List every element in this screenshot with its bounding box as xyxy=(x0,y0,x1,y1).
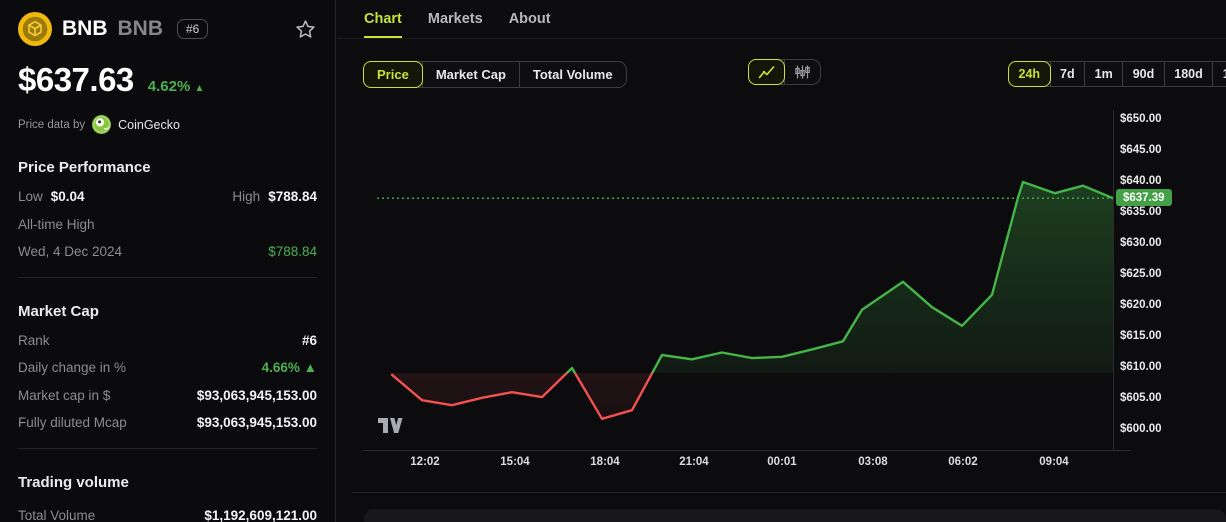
y-axis-tick: $610.00 xyxy=(1120,361,1162,373)
chart-style-toggle xyxy=(748,59,821,85)
main-tabs: Chart Markets About xyxy=(364,11,551,38)
y-axis-tick: $615.00 xyxy=(1120,330,1162,342)
high-value: $788.84 xyxy=(268,189,317,204)
coin-header: BNB BNB #6 xyxy=(18,12,317,46)
row-label: Daily change in % xyxy=(18,360,127,375)
ath-label-row: All-time High xyxy=(18,216,317,232)
x-axis-tick: 09:04 xyxy=(1039,456,1069,468)
range-90d-button[interactable]: 90d xyxy=(1122,62,1164,86)
coin-ticker: BNB xyxy=(117,17,164,40)
row-value: #6 xyxy=(301,332,317,348)
row-value: $93,063,945,153.00 xyxy=(196,387,317,403)
coingecko-icon xyxy=(92,115,112,134)
y-axis-tick: $620.00 xyxy=(1120,299,1162,311)
y-axis-tick: $630.00 xyxy=(1120,237,1162,249)
y-axis-tick: $600.00 xyxy=(1120,423,1162,435)
attribution: Price data by CoinGecko xyxy=(18,115,317,134)
row-value: 4.66% ▲ xyxy=(261,360,317,375)
favorite-star-icon[interactable] xyxy=(294,18,317,41)
section-divider xyxy=(352,492,1226,493)
ath-value-row: Wed, 4 Dec 2024 $788.84 xyxy=(18,245,317,259)
time-axis-line xyxy=(363,450,1131,451)
x-axis-tick: 00:01 xyxy=(767,456,797,468)
low-label: Low xyxy=(18,189,43,204)
x-axis-tick: 15:04 xyxy=(500,456,530,468)
x-axis-tick: 12:02 xyxy=(410,456,440,468)
range-180d-button[interactable]: 180d xyxy=(1163,62,1213,86)
row-value: $1,192,609,121.00 xyxy=(204,507,317,522)
range-7d-button[interactable]: 7d xyxy=(1049,62,1085,86)
metric-marketcap-button[interactable]: Market Cap xyxy=(421,62,519,87)
table-row: Market cap in $ $93,063,945,153.00 xyxy=(18,387,317,403)
section-title-market-cap: Market Cap xyxy=(18,302,99,320)
price-row: $637.63 4.62% ▲ xyxy=(18,61,317,99)
rank-badge: #6 xyxy=(177,19,209,39)
y-axis-tick: $635.00 xyxy=(1120,206,1162,218)
x-axis-tick: 21:04 xyxy=(679,456,709,468)
attribution-brand[interactable]: CoinGecko xyxy=(118,117,180,132)
y-axis-tick: $625.00 xyxy=(1120,268,1162,280)
low-high-row: Low $0.04 High $788.84 xyxy=(18,190,317,204)
table-row: Rank #6 xyxy=(18,332,317,348)
x-axis-tick: 06:02 xyxy=(948,456,978,468)
table-row: Daily change in % 4.66% ▲ xyxy=(18,361,317,375)
ath-label: All-time High xyxy=(18,216,95,232)
current-price-badge: $637.39 xyxy=(1116,189,1172,207)
coin-name: BNB xyxy=(62,17,108,40)
table-row: Fully diluted Mcap $93,063,945,153.00 xyxy=(18,416,317,430)
tabs-underline xyxy=(337,38,1226,39)
range-1m-button[interactable]: 1m xyxy=(1084,62,1122,86)
ath-price: $788.84 xyxy=(268,244,317,259)
tab-chart[interactable]: Chart xyxy=(364,11,402,38)
price-chart[interactable] xyxy=(375,105,1113,450)
attribution-prefix: Price data by xyxy=(18,118,86,131)
row-label: Market cap in $ xyxy=(18,387,111,403)
coin-sidebar: BNB BNB #6 $637.63 4.62% ▲ Price data by xyxy=(0,0,336,522)
metric-price-button[interactable]: Price xyxy=(363,61,423,88)
tab-markets[interactable]: Markets xyxy=(427,11,483,27)
price-change-24h: 4.62% ▲ xyxy=(147,78,205,95)
row-label: Fully diluted Mcap xyxy=(18,415,127,430)
tradingview-logo[interactable] xyxy=(377,417,403,439)
bnb-coin-icon xyxy=(18,12,52,46)
row-label: Rank xyxy=(18,332,50,348)
y-axis-tick: $645.00 xyxy=(1120,144,1162,156)
metric-toggle: Price Market Cap Total Volume xyxy=(363,61,627,88)
section-title-price-performance: Price Performance xyxy=(18,159,151,176)
range-toggle: 24h 7d 1m 90d 180d 1y all xyxy=(1008,61,1226,87)
x-axis-tick: 03:08 xyxy=(858,456,888,468)
candlestick-icon[interactable] xyxy=(784,60,820,84)
row-label: Total Volume xyxy=(18,507,96,522)
y-axis-tick: $640.00 xyxy=(1120,175,1162,187)
x-axis-tick: 18:04 xyxy=(590,456,620,468)
range-1y-button[interactable]: 1y xyxy=(1212,62,1226,86)
y-axis-tick: $650.00 xyxy=(1120,113,1162,125)
table-row: Total Volume $1,192,609,121.00 xyxy=(18,507,317,522)
section-title-trading-volume: Trading volume xyxy=(18,473,129,491)
high-label: High xyxy=(232,189,261,204)
row-value: $93,063,945,153.00 xyxy=(196,415,317,430)
tab-about[interactable]: About xyxy=(508,11,551,27)
line-chart-icon[interactable] xyxy=(748,59,785,85)
price-scale-separator xyxy=(1113,110,1114,450)
divider xyxy=(18,447,317,449)
range-24h-button[interactable]: 24h xyxy=(1008,61,1051,87)
divider xyxy=(18,276,317,278)
next-card-top-edge xyxy=(364,509,1226,522)
y-axis-tick: $605.00 xyxy=(1120,392,1162,404)
up-triangle-icon: ▲ xyxy=(194,83,205,94)
low-value: $0.04 xyxy=(50,189,85,204)
ath-date: Wed, 4 Dec 2024 xyxy=(18,244,123,259)
current-price: $637.63 xyxy=(18,61,134,98)
metric-totalvolume-button[interactable]: Total Volume xyxy=(518,62,626,87)
